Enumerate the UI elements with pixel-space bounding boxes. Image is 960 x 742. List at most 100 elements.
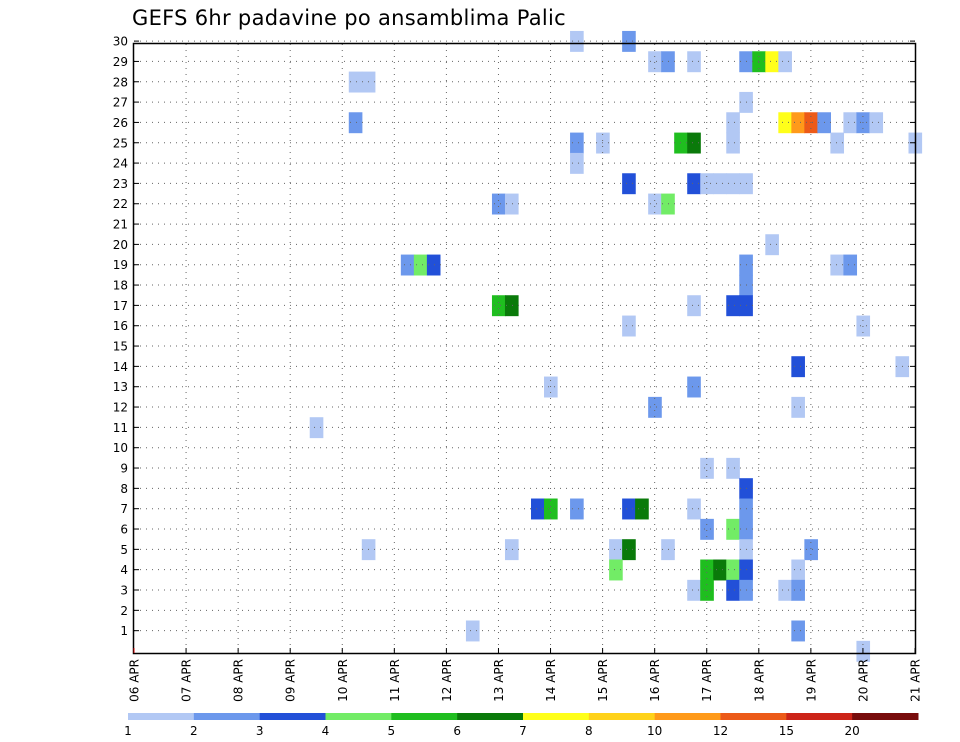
legend-swatch	[852, 713, 919, 720]
y-tick-label: 17	[113, 299, 128, 313]
y-tick-label: 4	[120, 563, 128, 577]
y-tick-label: 15	[113, 340, 128, 354]
x-tick-label: 08 APR	[232, 659, 246, 702]
heatmap-cell	[687, 295, 701, 317]
heatmap-cell	[648, 396, 662, 418]
x-tick-label: 10 APR	[336, 659, 350, 702]
y-tick-label: 21	[113, 218, 128, 232]
heatmap-cell	[700, 457, 714, 479]
legend-swatch	[720, 713, 787, 720]
y-tick-label: 20	[113, 238, 128, 252]
heatmap-cell	[400, 254, 415, 276]
legend-swatch	[523, 713, 590, 720]
x-axis: 06 APR 07 APR 08 APR 09 APR 10 APR 11 APR 12 A…	[128, 648, 923, 702]
heatmap-cell	[791, 620, 805, 642]
heatmap-cell	[648, 193, 662, 215]
y-tick-label: 8	[120, 482, 128, 496]
heatmap-cell	[531, 498, 545, 520]
y-tick-label: 3	[120, 584, 128, 598]
heatmap-cell	[726, 173, 740, 195]
color-legend: 1 2 3 4 5 6 7 8 10 12 15 20	[124, 713, 919, 738]
heatmap-cell	[622, 315, 636, 337]
y-tick-label: 10	[113, 441, 128, 455]
heatmap-cell	[570, 498, 584, 520]
legend-swatch	[457, 713, 524, 720]
heatmap-cell	[752, 51, 766, 73]
heatmap-cell	[791, 579, 805, 601]
heatmap-cell	[309, 417, 324, 439]
y-tick-label: 2	[120, 604, 128, 618]
x-tick-label: 15 APR	[596, 659, 610, 702]
x-tick-label: 18 APR	[752, 659, 766, 702]
heatmap-cell	[609, 559, 623, 581]
legend-swatch	[588, 713, 656, 720]
legend-swatch	[786, 713, 853, 720]
heatmap-cell	[570, 152, 584, 174]
heatmap-cell	[726, 559, 740, 581]
legend-swatch	[325, 713, 392, 720]
y-tick-label: 7	[120, 502, 128, 516]
heatmap-cell	[544, 498, 558, 520]
heatmap-cell	[504, 193, 519, 215]
y-tick-label: 26	[113, 116, 128, 130]
y-tick-label: 6	[120, 523, 128, 537]
heatmap-cell	[465, 620, 480, 642]
legend-label: 12	[713, 724, 728, 738]
x-tick-label: 16 APR	[648, 659, 662, 702]
heatmap-cell	[791, 356, 805, 378]
y-tick-label: 5	[120, 543, 128, 557]
heatmap-cell	[661, 193, 675, 215]
x-tick-label: 06 APR	[128, 659, 142, 702]
heatmap-cell	[570, 132, 584, 154]
legend-swatch	[259, 713, 326, 720]
y-tick-label: 11	[113, 421, 128, 435]
heatmap-cell	[687, 579, 701, 601]
y-tick-label: 25	[113, 136, 128, 150]
y-axis: 1234567891011121314151617181920212223242…	[113, 35, 915, 638]
heatmap-cell	[622, 173, 636, 195]
heatmap-cell	[635, 498, 649, 520]
heatmap-cell	[843, 254, 858, 276]
x-tick-label: 17 APR	[700, 659, 714, 702]
y-tick-label: 28	[113, 75, 128, 89]
heatmap-cell	[348, 112, 363, 134]
heatmap-cell	[791, 396, 805, 418]
heatmap-cell	[713, 559, 727, 581]
y-tick-label: 13	[113, 380, 128, 394]
heatmap-cell	[869, 112, 884, 134]
legend-label: 10	[647, 724, 662, 738]
y-tick-label: 29	[113, 55, 128, 69]
y-tick-label: 14	[113, 360, 128, 374]
heatmap-cell	[778, 112, 792, 134]
plot-frame	[132, 42, 917, 655]
y-tick-label: 24	[113, 157, 128, 171]
legend-label: 4	[322, 724, 330, 738]
x-tick-label: 12 APR	[440, 659, 454, 702]
x-tick-label: 13 APR	[492, 659, 506, 702]
heatmap-cell	[726, 295, 740, 317]
y-tick-label: 27	[113, 96, 128, 110]
heatmap-cell	[700, 173, 714, 195]
legend-label: 3	[256, 724, 264, 738]
heatmap-cell	[661, 539, 675, 561]
heatmap-cell	[804, 539, 818, 561]
heatmap-cell	[622, 539, 636, 561]
legend-swatch	[193, 713, 261, 720]
heatmap-cell	[609, 539, 623, 561]
x-tick-label: 14 APR	[544, 659, 558, 702]
y-tick-label: 16	[113, 319, 128, 333]
heatmap-cell	[700, 559, 714, 581]
heatmap-cell	[791, 112, 805, 134]
cells-layer	[309, 30, 923, 662]
x-tick-label: 11 APR	[388, 659, 402, 702]
y-tick-label: 9	[120, 462, 128, 476]
y-tick-label: 1	[120, 624, 128, 638]
heatmap-cell	[726, 112, 740, 134]
x-tick-label: 21 APR	[909, 659, 923, 702]
y-tick-label: 19	[113, 258, 128, 272]
heatmap-cell	[544, 376, 558, 398]
gridlines	[134, 40, 915, 653]
legend-swatch	[391, 713, 458, 720]
chart-title: GEFS 6hr padavine po ansamblima Palic	[132, 6, 567, 30]
